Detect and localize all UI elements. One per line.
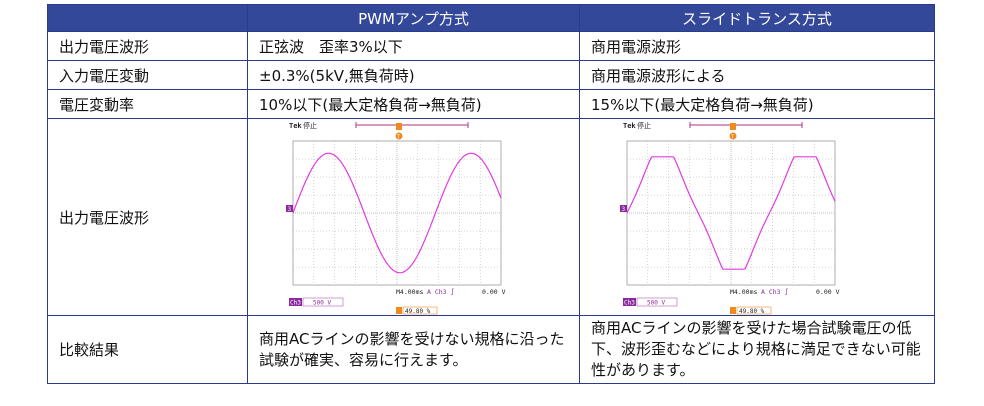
pwm-cell: ±0.3%(5kV,無負荷時) [247,60,580,90]
scope-brand: Tek [289,122,302,130]
slide-cell: 商用電源波形 [579,31,935,61]
trigger-marker-top [730,123,736,130]
volts-div-box [302,297,344,307]
position-box [402,306,438,315]
slide-scope-svg: Tek 停止 T 3 M4.00ms [620,121,840,315]
channel-marker: 3 [286,205,293,213]
trigger-marker-label: T [731,135,734,141]
distorted-sine-waveform [626,156,836,270]
pwm-cell: 10%以下(最大定格負荷→無負荷) [247,89,580,119]
header-slide: スライドトランス方式 [579,4,935,32]
slide-cell: 商用電源波形による [579,60,935,90]
pwm-cell: 正弦波 歪率3%以下 [247,31,580,61]
channel-label: Ch3 [624,300,635,307]
channel-marker: 3 [620,205,627,213]
trigger-channel-readout: A Ch3 ∫ [427,288,454,296]
row-label: 比較結果 [47,315,248,384]
header-pwm: PWMアンプ方式 [247,4,580,32]
header-row: PWMアンプ方式 スライドトランス方式 [47,4,935,32]
scope-state: 停止 [637,121,651,130]
channel-marker-label: 3 [288,206,292,213]
timebase-readout: M4.00ms [396,288,423,296]
channel-label-box [623,298,636,306]
channel-marker-label: 3 [622,206,626,213]
trigger-marker-circle [395,132,403,140]
channel-marker-box [286,205,293,212]
row-label: 出力電圧波形 [47,31,248,61]
scope-graticule [626,140,836,286]
position-marker [396,307,402,314]
position-readout: 49.80 % [405,308,431,315]
row-label: 電圧変動率 [47,89,248,119]
pwm-scope-svg: Tek 停止 T 3 M4.00ms [286,121,506,315]
waveform-row: 出力電圧波形 Tek 停止 T [47,118,935,316]
trigger-marker-circle [729,132,737,140]
trigger-channel-readout: A Ch3 ∫ [761,288,788,296]
pwm-oscilloscope-screenshot: Tek 停止 T 3 M4.00ms [286,119,511,315]
scope-brand: Tek [623,122,636,130]
volts-div-readout: 500 V [647,300,665,307]
trigger-marker-label: T [397,135,400,141]
scope-graticule [292,140,502,286]
slide-oscilloscope-screenshot: Tek 停止 T 3 M4.00ms [620,119,845,315]
table-row: 入力電圧変動 ±0.3%(5kV,無負荷時) 商用電源波形による [47,60,935,90]
trigger-marker-top [396,123,402,130]
volts-div-box [636,297,678,307]
row-label: 入力電圧変動 [47,60,248,90]
comparison-table: PWMアンプ方式 スライドトランス方式 出力電圧波形 正弦波 歪率3%以下 商用… [47,4,935,384]
trigger-level-readout: 0.00 V [482,288,506,296]
slide-result-cell: 商用ACラインの影響を受けた場合試験電圧の低下、波形歪むなどにより規格に満足でき… [579,315,935,384]
volts-div-readout: 500 V [313,300,331,307]
result-row: 比較結果 商用ACラインの影響を受けない規格に沿った試験が確実、容易に行えます。… [47,315,935,384]
header-empty-cell [47,4,248,32]
trigger-level-readout: 0.00 V [816,288,840,296]
trigger-marker: T [395,123,403,141]
table-row: 出力電圧波形 正弦波 歪率3%以下 商用電源波形 [47,31,935,61]
table-row: 電圧変動率 10%以下(最大定格負荷→無負荷) 15%以下(最大定格負荷→無負荷… [47,89,935,119]
channel-label: Ch3 [290,300,301,307]
pwm-scope-cell: Tek 停止 T 3 M4.00ms [247,118,580,316]
scope-state: 停止 [303,121,317,130]
channel-label-box [289,298,302,306]
position-box [736,306,772,315]
slide-cell: 15%以下(最大定格負荷→無負荷) [579,89,935,119]
position-readout: 49.80 % [739,308,765,315]
trigger-marker: T [729,123,737,141]
position-marker [730,307,736,314]
slide-scope-cell: Tek 停止 T 3 M4.00ms [579,118,935,316]
sine-waveform [292,152,502,274]
channel-marker-box [620,205,627,212]
row-label: 出力電圧波形 [47,118,248,316]
pwm-result-cell: 商用ACラインの影響を受けない規格に沿った試験が確実、容易に行えます。 [247,315,580,384]
timebase-readout: M4.00ms [730,288,757,296]
